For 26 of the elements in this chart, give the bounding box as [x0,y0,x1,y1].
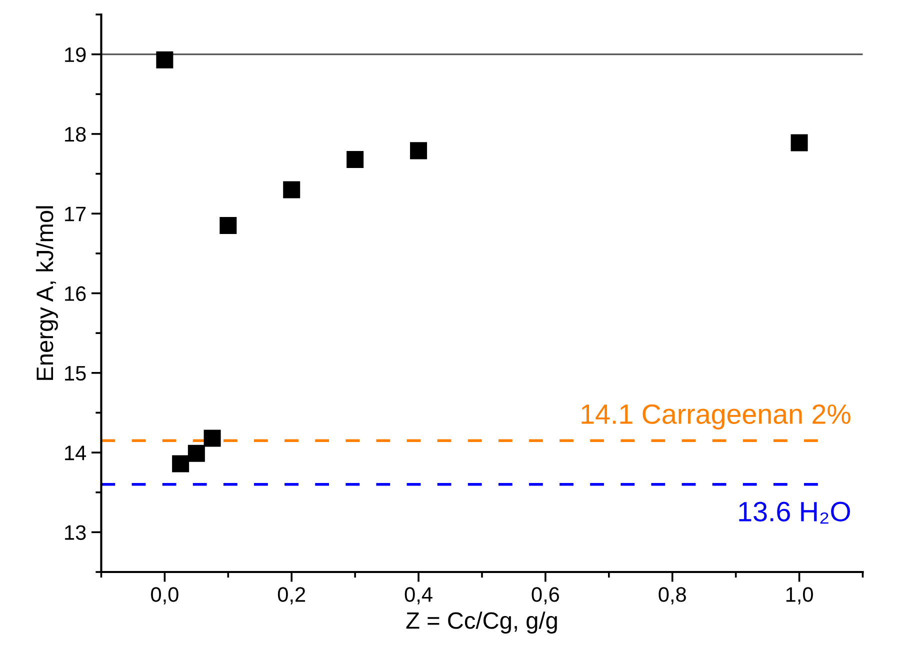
point [283,181,300,198]
x-axis-title: Z = Cc/Cg, g/g [406,612,557,634]
x-tick-label: 0,0 [151,587,178,604]
point [204,430,221,447]
point [172,455,190,472]
point [156,51,174,68]
y-tick-label: 15 [65,366,86,381]
y-tick-label: 16 [65,286,86,302]
x-tick-label: 0,8 [658,587,686,604]
ref-line-label: 14.1 Carrageenan 2% [582,404,850,430]
y-axis-title: Energy A, kJ/mol [36,206,58,380]
y-tick-label: 19 [65,47,86,62]
point [220,217,237,234]
point [188,444,205,462]
x-tick-label: 0,2 [278,587,306,604]
x-tick-label: 0,4 [404,587,432,604]
y-tick-label: 13 [65,525,86,540]
y-tick-label: 14 [65,446,86,460]
x-tick-label: 1,0 [786,587,813,604]
ref-line-label: 13.6 H₂O [739,502,850,524]
x-tick-label: 0,6 [532,587,560,604]
y-tick-label: 18 [65,126,86,142]
y-tick-label: 17 [65,206,86,222]
point [346,150,364,168]
point [410,142,428,160]
point [790,134,808,152]
